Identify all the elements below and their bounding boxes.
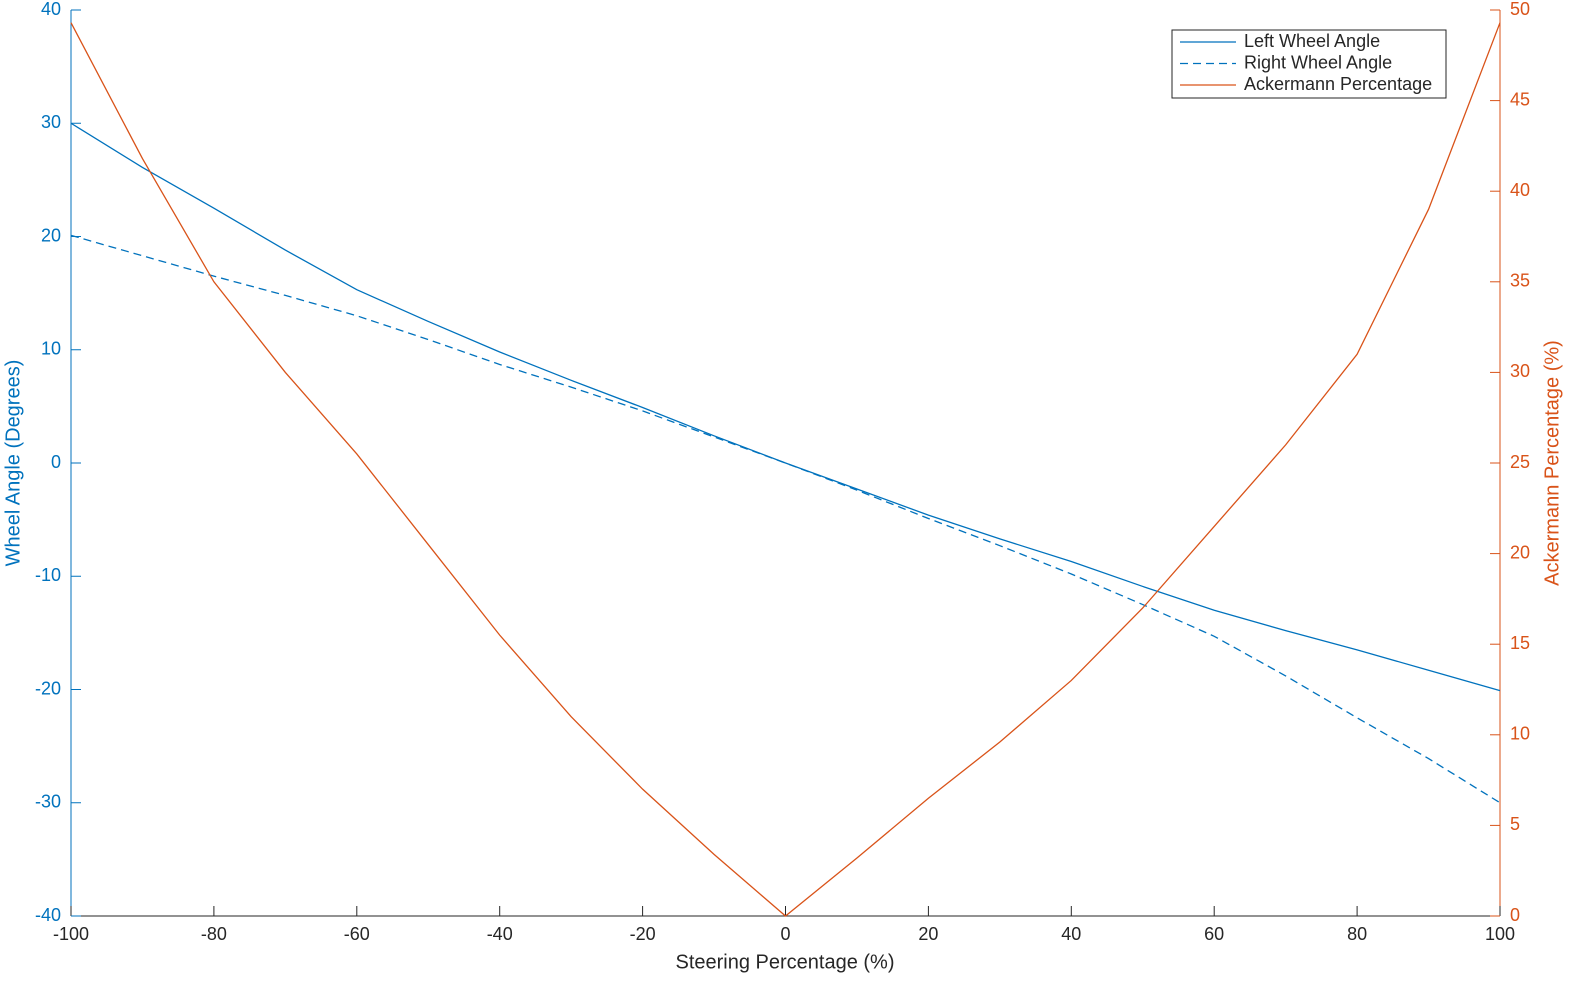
- y2-tick-label: 30: [1510, 361, 1530, 381]
- series-line: [70, 122, 1501, 692]
- legend-label: Right Wheel Angle: [1244, 52, 1392, 72]
- x-tick-label: 80: [1347, 924, 1367, 944]
- y-tick-label: -30: [35, 792, 61, 812]
- y2-tick-label: 50: [1510, 0, 1530, 19]
- legend-label: Ackermann Percentage: [1244, 74, 1432, 94]
- y-tick-label: 40: [41, 0, 61, 19]
- y2-tick-label: 10: [1510, 724, 1530, 744]
- x-tick-label: -20: [630, 924, 656, 944]
- x-tick-label: -100: [53, 924, 89, 944]
- legend-box: [1171, 29, 1447, 99]
- y2-tick-label: 20: [1510, 542, 1530, 562]
- y2-tick-label: 40: [1510, 180, 1530, 200]
- y2-tick-label: 15: [1510, 633, 1530, 653]
- legend-label: Left Wheel Angle: [1244, 31, 1380, 51]
- y2-tick-label: 35: [1510, 271, 1530, 291]
- x-tick-label: 60: [1204, 924, 1224, 944]
- y2-tick-label: 5: [1510, 814, 1520, 834]
- series-line: [70, 234, 1501, 804]
- y-tick-label: -10: [35, 565, 61, 585]
- y2-tick-label: 45: [1510, 89, 1530, 109]
- x-tick-label: 40: [1061, 924, 1081, 944]
- x-tick-label: 0: [780, 924, 790, 944]
- x-axis-label: Steering Percentage (%): [675, 951, 894, 973]
- y2-tick-label: 0: [1510, 905, 1520, 925]
- y2-tick-label: 25: [1510, 452, 1530, 472]
- x-tick-label: -60: [344, 924, 370, 944]
- y-tick-label: 20: [41, 225, 61, 245]
- y-tick-label: 30: [41, 112, 61, 132]
- y-axis-label: Wheel Angle (Degrees): [2, 360, 24, 567]
- y-tick-label: -40: [35, 905, 61, 925]
- y-tick-label: 0: [51, 452, 61, 472]
- x-tick-label: 100: [1485, 924, 1515, 944]
- y-tick-label: -20: [35, 678, 61, 698]
- x-tick-label: -40: [487, 924, 513, 944]
- y2-axis-label: Ackermann Percentage (%): [1541, 340, 1563, 586]
- series-line: [70, 22, 1501, 917]
- x-tick-label: 20: [918, 924, 938, 944]
- x-tick-label: -80: [201, 924, 227, 944]
- y-tick-label: 10: [41, 339, 61, 359]
